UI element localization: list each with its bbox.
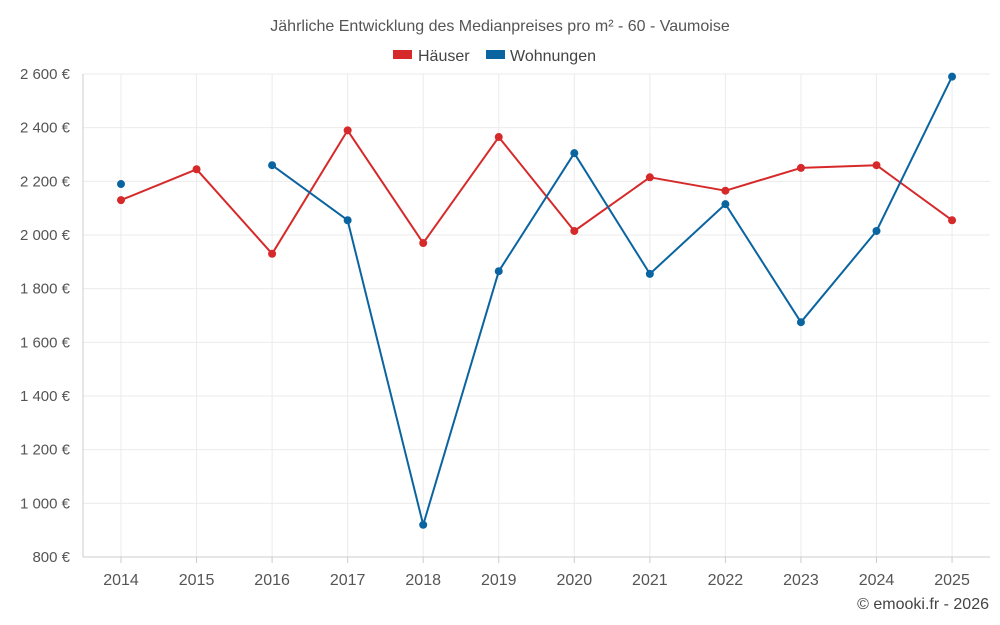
legend-item-wohnungen: Wohnungen: [486, 48, 596, 65]
x-tick-label: 2025: [934, 572, 970, 589]
data-point-häuser: [117, 196, 125, 205]
data-point-wohnungen: [343, 216, 352, 225]
data-point-häuser: [872, 161, 881, 170]
x-tick-label: 2014: [103, 572, 139, 589]
data-point-häuser: [948, 216, 957, 225]
data-point-wohnungen: [948, 72, 957, 81]
legend-label: Wohnungen: [510, 48, 596, 65]
series-line-häuser: [120, 129, 953, 255]
data-point-wohnungen: [570, 149, 579, 158]
series-wohnungen: [117, 72, 957, 529]
data-point-häuser: [343, 126, 352, 135]
series: [117, 72, 957, 529]
x-tick-label: 2021: [632, 572, 668, 589]
y-tick-label: 1 000 €: [20, 495, 71, 512]
data-point-häuser: [419, 239, 428, 248]
x-tick-label: 2023: [783, 572, 819, 589]
legend-swatch: [393, 50, 412, 59]
legend-swatch: [486, 50, 505, 59]
x-tick-label: 2019: [481, 572, 517, 589]
data-point-wohnungen: [796, 318, 805, 327]
x-tick-label: 2020: [557, 572, 593, 589]
y-tick-label: 2 200 €: [20, 173, 71, 190]
axes: 800 € 1 000 € 1 200 € 1 400 € 1 600 € 1 800 €…: [20, 66, 990, 589]
y-tick-label: 1 600 €: [20, 334, 71, 351]
data-point-wohnungen: [268, 161, 277, 170]
data-point-häuser: [645, 173, 654, 182]
y-tick-label: 2 600 €: [20, 66, 71, 83]
credit-text: © emooki.fr - 2026: [857, 596, 989, 613]
y-tick-label: 2 400 €: [20, 120, 71, 137]
y-tick-label: 1 800 €: [20, 281, 71, 298]
data-point-wohnungen: [117, 180, 125, 189]
data-point-wohnungen: [872, 226, 881, 235]
series-line-wohnungen: [271, 76, 953, 526]
chart-title: Jährliche Entwicklung des Medianpreises …: [270, 18, 730, 35]
data-point-häuser: [721, 186, 730, 195]
y-tick-label: 1 200 €: [20, 442, 71, 459]
data-point-wohnungen: [494, 267, 503, 276]
y-tick-label: 800 €: [32, 549, 70, 566]
x-tick-label: 2016: [254, 572, 290, 589]
data-point-häuser: [494, 133, 503, 142]
data-point-häuser: [268, 249, 277, 258]
x-tick-label: 2017: [330, 572, 366, 589]
y-tick-label: 1 400 €: [20, 388, 71, 405]
x-tick-label: 2018: [405, 572, 441, 589]
legend-item-häuser: Häuser: [393, 48, 470, 65]
y-tick-label: 2 000 €: [20, 227, 71, 244]
x-tick-label: 2024: [859, 572, 895, 589]
data-point-wohnungen: [645, 269, 654, 278]
data-point-wohnungen: [721, 200, 730, 209]
series-häuser: [117, 126, 957, 258]
data-point-häuser: [192, 165, 201, 174]
legend: Häuser Wohnungen: [393, 48, 596, 65]
data-point-wohnungen: [419, 520, 428, 529]
x-tick-label: 2022: [708, 572, 744, 589]
data-point-häuser: [570, 226, 579, 235]
data-point-häuser: [796, 163, 805, 172]
x-tick-label: 2015: [179, 572, 215, 589]
legend-label: Häuser: [418, 48, 470, 65]
grid: [83, 73, 990, 557]
